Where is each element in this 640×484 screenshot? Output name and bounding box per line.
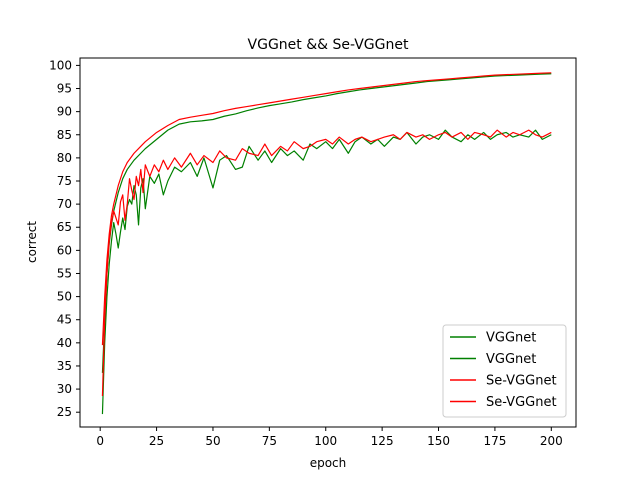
y-tick-label: 85 xyxy=(57,128,72,142)
legend-box xyxy=(442,324,567,418)
x-tick-label: 100 xyxy=(314,434,337,448)
x-tick-label: 200 xyxy=(540,434,563,448)
y-tick-label: 50 xyxy=(57,290,72,304)
plot-frame xyxy=(79,57,577,428)
series-line-4 xyxy=(101,129,552,397)
y-tick-label: 95 xyxy=(57,82,72,96)
plot-layer xyxy=(101,72,552,415)
legend-label: VGGnet xyxy=(486,352,536,367)
series-line-2 xyxy=(101,129,552,415)
y-axis-label: correct xyxy=(25,221,39,263)
legend-label: Se-VGGnet xyxy=(486,374,557,389)
y-tick-label: 80 xyxy=(57,151,72,165)
y-tick-label: 70 xyxy=(57,197,72,211)
legend: VGGnet VGGnet Se-VGGnet Se-VGGnet xyxy=(442,324,567,418)
legend-label: VGGnet xyxy=(486,331,536,346)
x-tick-label: 50 xyxy=(205,434,220,448)
x-tick-label: 150 xyxy=(427,434,450,448)
x-tick-label: 75 xyxy=(262,434,277,448)
x-tick-label: 0 xyxy=(96,434,104,448)
y-tick-label: 75 xyxy=(57,174,72,188)
y-tick-label: 30 xyxy=(57,382,72,396)
x-tick-label: 125 xyxy=(371,434,394,448)
x-tick-label: 175 xyxy=(483,434,506,448)
legend-label: Se-VGGnet xyxy=(486,395,557,410)
x-axis-label: epoch xyxy=(310,456,347,470)
chart-title: VGGnet && Se-VGGnet xyxy=(248,37,409,53)
y-tick-label: 45 xyxy=(57,313,72,327)
series-line-1 xyxy=(101,73,552,373)
x-tick-label: 25 xyxy=(149,434,164,448)
y-tick-label: 60 xyxy=(57,243,72,257)
y-tick-label: 65 xyxy=(57,220,72,234)
y-tick-label: 55 xyxy=(57,266,72,280)
y-tick-label: 100 xyxy=(49,58,72,72)
axes-layer: 0 25 50 75 100 125 150 175 200 25 30 35 40 45 50 55 60 65… xyxy=(49,57,577,448)
series-line-3 xyxy=(101,72,552,346)
y-tick-label: 40 xyxy=(57,336,72,350)
y-tick-label: 90 xyxy=(57,105,72,119)
y-tick-label: 35 xyxy=(57,359,72,373)
y-tick-label: 25 xyxy=(57,405,72,419)
